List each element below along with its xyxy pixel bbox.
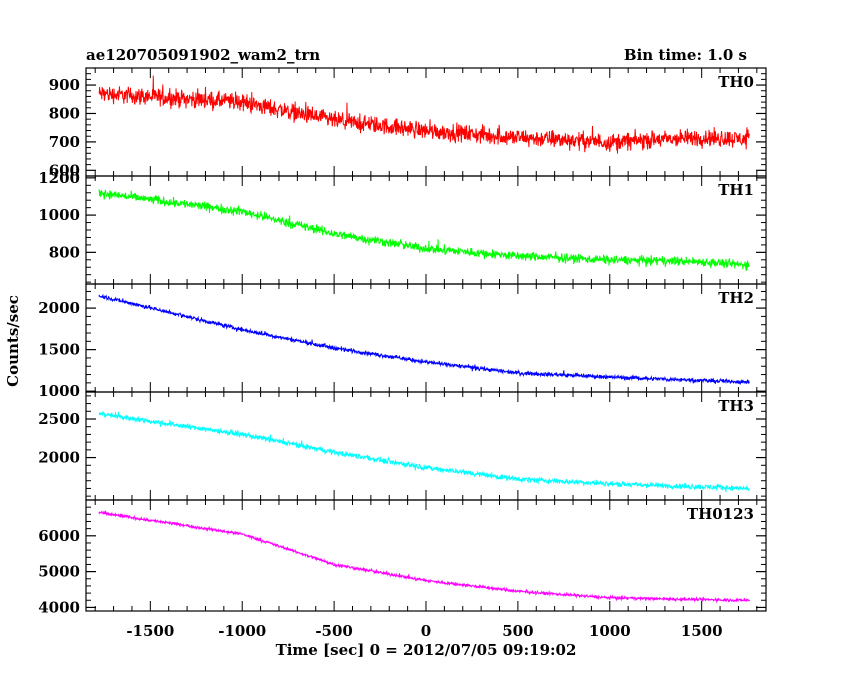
panel-frame [85,175,767,285]
x-tick-label: 1000 [589,622,631,640]
y-tick-label: 2500 [38,410,80,428]
series-line-th0123 [98,510,750,604]
y-tick-label: 1000 [38,206,80,224]
panel-frame [85,67,767,177]
y-tick-label: 1000 [38,382,80,400]
y-tick-label: 600 [49,161,80,179]
series-line-th0 [98,75,750,154]
series-label-th2: TH2 [718,289,754,307]
series-line-th2 [98,293,750,386]
x-tick-label: -500 [315,622,353,640]
y-tick-label: 1500 [38,341,80,359]
y-axis-label: Counts/sec [4,295,22,387]
y-tick-label: 1200 [38,169,80,187]
y-tick-label: 4000 [38,598,80,616]
y-tick-label: 800 [49,243,80,261]
panel-th3: TH3 2000 2500 [38,391,767,501]
series-label-th1: TH1 [718,181,754,199]
panels-group: TH0 600 700 800 900 TH1 800 1000 1200 TH2 1000 1500… [38,67,767,640]
panel-th1: TH1 800 1000 1200 [38,169,767,285]
x-tick-label: 0 [421,622,431,640]
series-line-th3 [98,410,750,493]
panel-frame [85,283,767,393]
x-tick-label: 1500 [681,622,723,640]
panel-frame [85,391,767,501]
panel-frame [85,499,767,612]
series-line-th1 [98,189,750,271]
panel-th0123: TH0123 4000 5000 6000 [38,499,767,616]
y-tick-label: 6000 [38,527,80,545]
series-label-th0123: TH0123 [687,505,754,523]
series-label-th3: TH3 [718,397,754,415]
x-axis-label: Time [sec] 0 = 2012/07/05 09:19:02 [276,641,577,659]
x-tick-label: 500 [502,622,533,640]
bin-time-label: Bin time: 1.0 s [624,46,747,64]
y-tick-label: 800 [49,104,80,122]
y-tick-label: 900 [49,76,80,94]
panel-th2: TH2 1000 1500 2000 [38,283,767,400]
x-tick-label: -1500 [126,622,174,640]
y-tick-label: 700 [49,133,80,151]
chart-title: ae120705091902_wam2_trn [86,46,320,64]
y-tick-label: 5000 [38,563,80,581]
y-tick-label: 2000 [38,299,80,317]
x-tick-label: -1000 [218,622,266,640]
panel-th0: TH0 600 700 800 900 [49,67,767,179]
y-tick-label: 2000 [38,449,80,467]
series-label-th0: TH0 [718,73,754,91]
